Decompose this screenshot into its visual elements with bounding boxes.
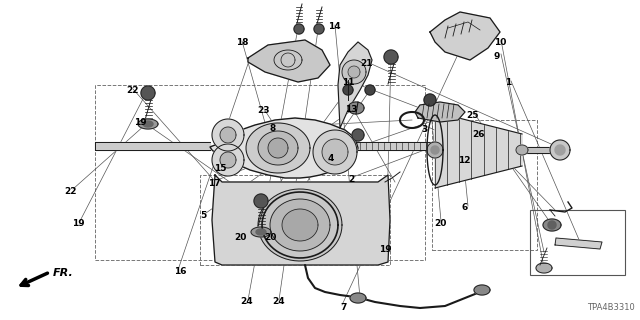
Text: FR.: FR. [53,268,74,278]
Text: 24: 24 [272,298,285,307]
Text: 14: 14 [328,21,340,30]
Polygon shape [522,147,560,153]
Polygon shape [516,145,528,155]
Polygon shape [138,119,158,129]
Polygon shape [246,123,310,173]
Text: 15: 15 [214,164,227,172]
Text: 20: 20 [434,219,446,228]
Text: 12: 12 [458,156,470,164]
Polygon shape [348,66,360,78]
Polygon shape [550,140,570,160]
Polygon shape [555,145,565,155]
Text: 1: 1 [505,77,511,86]
Text: 26: 26 [472,130,484,139]
Polygon shape [435,112,522,188]
Text: 25: 25 [466,110,479,119]
Polygon shape [141,86,155,100]
Text: 8: 8 [270,124,276,132]
Polygon shape [427,142,443,158]
Text: 24: 24 [240,298,253,307]
Text: 20: 20 [234,234,246,243]
Polygon shape [220,127,236,143]
Text: 7: 7 [340,303,346,313]
Polygon shape [343,85,353,95]
Text: TPA4B3310: TPA4B3310 [588,303,635,312]
Text: 21: 21 [360,59,372,68]
Text: 2: 2 [348,174,355,183]
Text: 3: 3 [421,124,428,133]
Polygon shape [431,146,439,154]
Polygon shape [220,152,236,168]
Text: 5: 5 [200,211,206,220]
Polygon shape [548,221,556,229]
Text: 16: 16 [174,268,186,276]
Text: 17: 17 [208,179,221,188]
Polygon shape [258,131,298,165]
Text: 13: 13 [345,105,358,114]
Polygon shape [338,42,372,128]
Polygon shape [536,263,552,273]
Text: 19: 19 [134,117,147,126]
Polygon shape [143,121,153,127]
Polygon shape [342,60,366,84]
Text: 4: 4 [328,154,334,163]
Text: 6: 6 [461,204,467,212]
Text: 18: 18 [236,37,248,46]
Text: 19: 19 [72,220,84,228]
Polygon shape [282,209,318,241]
Polygon shape [543,219,561,231]
Polygon shape [314,24,324,34]
Polygon shape [95,142,210,150]
Bar [95,85,425,260]
Polygon shape [313,130,357,174]
Polygon shape [294,24,304,34]
Polygon shape [384,50,398,64]
Polygon shape [212,119,244,151]
Polygon shape [254,194,268,208]
Polygon shape [322,139,348,165]
Text: 22: 22 [64,188,77,196]
Polygon shape [248,40,330,82]
Polygon shape [256,229,266,235]
Polygon shape [270,199,330,251]
Text: 19: 19 [379,244,392,253]
Polygon shape [210,118,358,178]
Polygon shape [258,189,342,261]
Bar [530,210,625,275]
Polygon shape [430,12,500,60]
Polygon shape [355,142,435,150]
Text: 11: 11 [342,77,355,86]
Text: 22: 22 [126,85,138,94]
Polygon shape [474,285,490,295]
Bar [200,175,390,265]
Polygon shape [555,238,602,249]
Text: 23: 23 [257,106,269,115]
Polygon shape [268,138,288,158]
Polygon shape [352,129,364,141]
Polygon shape [212,144,244,176]
Polygon shape [212,175,390,265]
Bar [432,120,537,250]
Polygon shape [415,102,465,122]
Polygon shape [350,293,366,303]
Text: 10: 10 [494,37,506,46]
Text: 9: 9 [494,52,500,60]
Polygon shape [424,94,436,106]
Polygon shape [365,85,375,95]
Text: 20: 20 [264,234,276,243]
Polygon shape [348,102,364,114]
Polygon shape [251,227,271,237]
